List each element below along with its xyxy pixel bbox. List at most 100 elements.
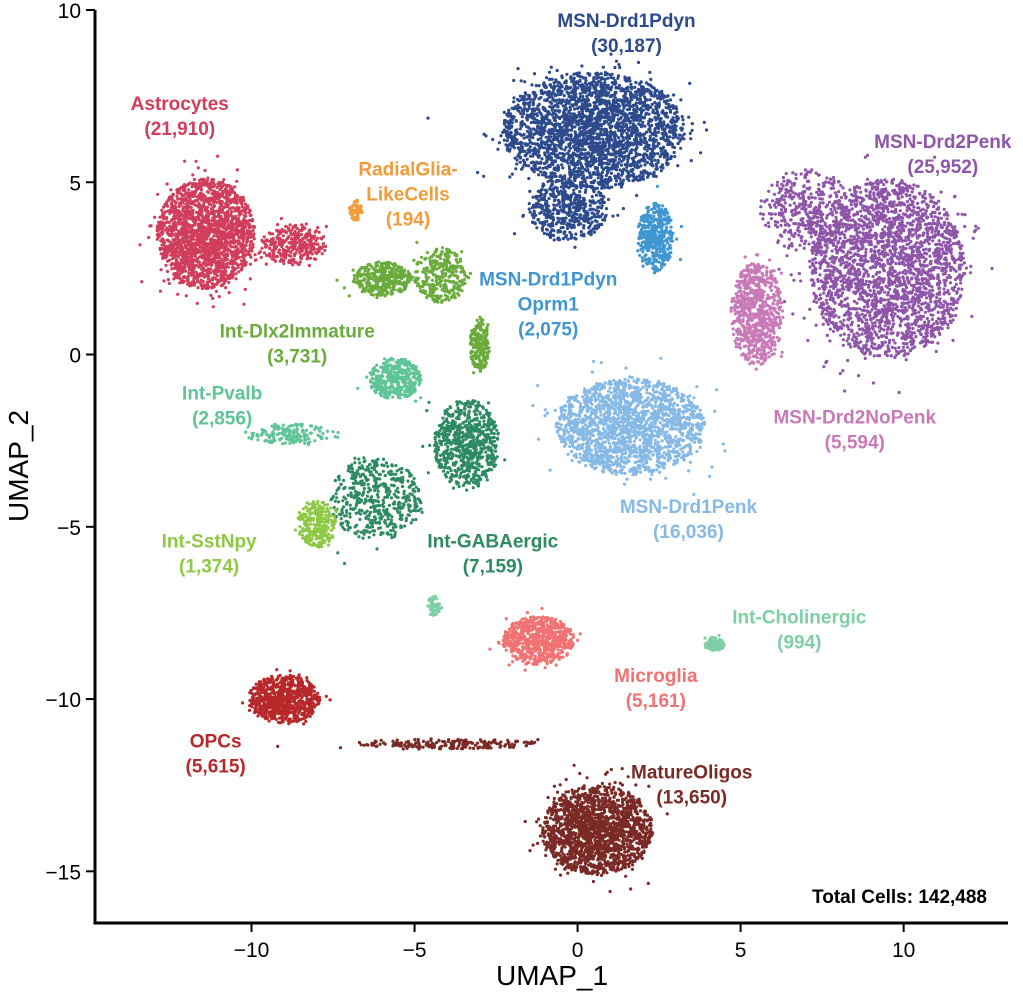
point — [924, 202, 929, 206]
point — [554, 143, 558, 147]
point — [549, 155, 553, 160]
point — [594, 89, 598, 93]
point — [814, 261, 818, 265]
point — [579, 216, 583, 220]
point — [911, 326, 915, 331]
point — [588, 109, 592, 113]
point — [628, 93, 633, 97]
point — [887, 193, 892, 197]
point — [586, 98, 591, 102]
point — [563, 235, 568, 239]
point — [810, 270, 814, 274]
point — [581, 170, 585, 175]
point — [595, 98, 599, 102]
point — [619, 185, 624, 189]
point — [585, 86, 589, 90]
point — [647, 144, 651, 148]
point — [625, 113, 629, 117]
point — [616, 76, 620, 80]
point — [919, 295, 923, 299]
point — [626, 142, 630, 146]
point — [551, 233, 556, 238]
point — [866, 259, 870, 264]
point — [543, 220, 547, 224]
point — [914, 292, 918, 296]
point — [542, 231, 546, 235]
point — [508, 175, 512, 179]
point — [507, 134, 511, 138]
point — [847, 268, 851, 272]
point — [522, 163, 526, 167]
point — [632, 175, 636, 179]
point — [672, 93, 676, 97]
point — [928, 261, 932, 265]
point — [618, 108, 622, 112]
point — [535, 114, 539, 118]
point — [552, 88, 556, 92]
point — [594, 100, 598, 104]
point — [573, 220, 577, 224]
point — [613, 106, 617, 110]
point — [512, 78, 516, 83]
point — [898, 271, 902, 275]
point — [887, 231, 891, 235]
point — [890, 345, 894, 349]
point — [581, 133, 585, 137]
point — [546, 149, 550, 153]
point — [598, 76, 602, 80]
point — [553, 112, 557, 116]
point — [575, 114, 579, 119]
point — [620, 126, 624, 130]
point — [584, 109, 588, 113]
point — [557, 143, 561, 147]
point — [598, 192, 603, 196]
point — [532, 92, 536, 96]
point — [812, 299, 816, 303]
point — [862, 267, 866, 271]
point — [647, 119, 651, 123]
point — [618, 177, 622, 181]
point — [551, 216, 555, 220]
point — [939, 247, 943, 251]
point — [865, 300, 870, 304]
point — [659, 136, 663, 141]
point — [614, 167, 618, 171]
point — [482, 174, 486, 178]
point — [557, 115, 561, 119]
point — [921, 207, 925, 211]
point — [859, 190, 863, 194]
point — [850, 207, 854, 211]
point — [539, 160, 543, 164]
point — [904, 224, 908, 228]
point — [909, 291, 914, 295]
point — [602, 200, 607, 204]
point — [914, 228, 918, 232]
point — [882, 183, 886, 187]
point — [535, 118, 539, 123]
point — [945, 217, 949, 221]
point — [869, 280, 873, 284]
point — [674, 124, 678, 128]
point — [653, 111, 657, 115]
point — [931, 239, 935, 243]
point — [662, 127, 666, 131]
point — [662, 100, 666, 104]
point — [550, 77, 554, 81]
point — [951, 318, 955, 322]
point — [936, 341, 940, 345]
point — [868, 190, 872, 194]
point — [569, 159, 573, 163]
point — [603, 73, 607, 77]
point — [575, 185, 579, 189]
point — [648, 171, 652, 175]
point — [565, 125, 569, 129]
point — [656, 113, 660, 117]
point — [599, 154, 603, 158]
point — [512, 96, 516, 100]
point — [564, 145, 568, 149]
point — [624, 79, 628, 83]
point — [631, 158, 635, 162]
point — [639, 106, 643, 110]
point — [971, 236, 975, 240]
